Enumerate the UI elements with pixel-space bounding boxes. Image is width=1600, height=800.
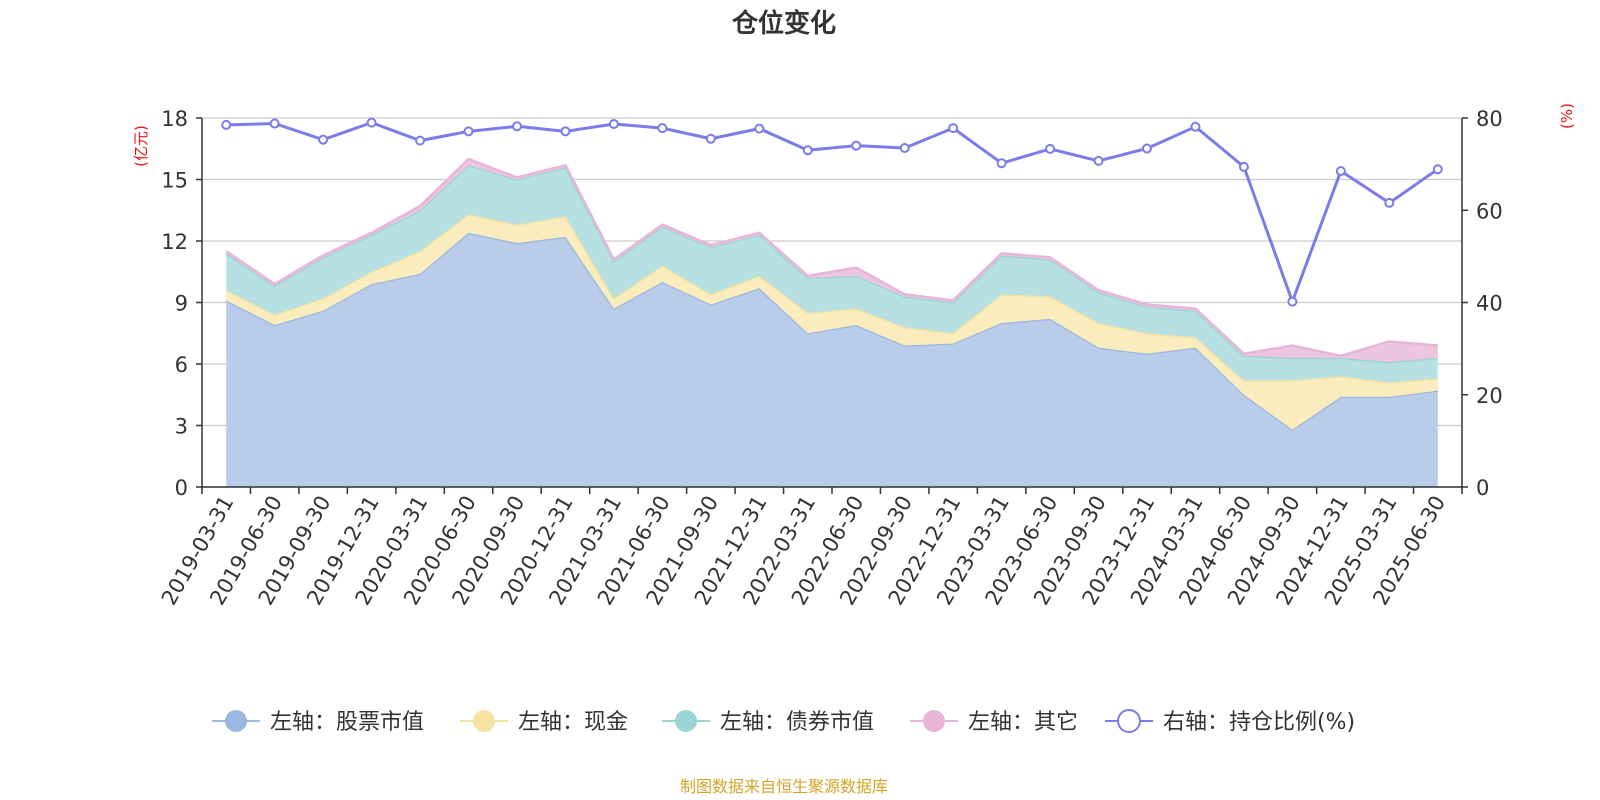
left-tick-label-2: 6 [175, 353, 188, 377]
legend-marker-3 [923, 710, 945, 732]
source-note: 制图数据来自恒生聚源数据库 [680, 777, 888, 796]
left-axis-unit: (亿元) [132, 125, 150, 167]
left-tick-label-6: 18 [161, 107, 188, 131]
ratio-point-4 [415, 135, 426, 146]
right-axis-ticks: 0 20 40 60 80 [1462, 107, 1503, 500]
right-axis-unit: (%) [1558, 103, 1576, 129]
ratio-point-2 [318, 134, 329, 145]
left-tick-label-0: 0 [175, 476, 188, 500]
chart-title: 仓位变化 [731, 8, 836, 39]
left-tick-label-4: 12 [161, 230, 188, 254]
ratio-point-3 [366, 117, 377, 128]
legend-label-0: 左轴：股票市值 [270, 710, 424, 735]
ratio-point-7 [560, 126, 571, 137]
legend: 左轴：股票市值 左轴：现金 左轴：债券市值 左轴：其它 右轴：持仓比例(%) [212, 709, 1355, 735]
ratio-point-15 [948, 123, 959, 134]
legend-marker-4 [1117, 709, 1141, 733]
ratio-point-19 [1142, 143, 1152, 154]
ratio-point-24 [1384, 197, 1395, 208]
legend-marker-0 [225, 710, 247, 732]
area-series-0 [226, 232, 1438, 487]
ratio-point-17 [1045, 143, 1056, 154]
right-tick-label-3: 60 [1476, 199, 1503, 223]
legend-label-4: 右轴：持仓比例(%) [1163, 710, 1355, 735]
ratio-point-12 [802, 145, 813, 156]
ratio-series-line [226, 121, 1439, 304]
legend-label-3: 左轴：其它 [968, 710, 1078, 735]
area-series-2 [226, 165, 1438, 383]
right-tick-label-2: 40 [1476, 292, 1503, 316]
ratio-point-25 [1432, 164, 1443, 175]
ratio-point-0 [221, 119, 232, 130]
area-series-1 [226, 214, 1438, 430]
ratio-point-8 [608, 118, 619, 129]
ratio-point-11 [754, 123, 765, 134]
x-axis-ticks: 2019-03-312019-06-302019-09-302019-12-31… [157, 487, 1463, 609]
holding-ratio-line [221, 117, 1443, 307]
left-tick-label-1: 3 [175, 415, 188, 439]
left-tick-label-5: 15 [161, 169, 188, 193]
ratio-point-13 [851, 140, 862, 151]
ratio-point-16 [996, 158, 1007, 169]
legend-marker-2 [675, 710, 697, 732]
legend-label-1: 左轴：现金 [518, 710, 628, 735]
ratio-point-1 [269, 118, 280, 129]
ratio-point-21 [1238, 161, 1249, 172]
ratio-point-9 [657, 123, 668, 134]
ratio-point-5 [463, 126, 474, 137]
stacked-areas [225, 157, 1438, 487]
ratio-point-14 [899, 142, 910, 153]
left-axis-ticks: 0 3 6 9 12 15 18 [161, 107, 202, 500]
ratio-point-10 [705, 133, 716, 144]
area-top-line-3 [225, 157, 1438, 358]
left-tick-label-3: 9 [175, 292, 188, 316]
right-tick-label-1: 20 [1476, 384, 1503, 408]
legend-marker-1 [473, 710, 495, 732]
ratio-point-20 [1190, 121, 1201, 132]
right-tick-label-4: 80 [1476, 107, 1503, 131]
ratio-point-22 [1287, 296, 1298, 307]
ratio-point-18 [1093, 155, 1104, 166]
right-tick-label-0: 0 [1476, 476, 1489, 500]
ratio-point-6 [512, 121, 522, 132]
ratio-point-23 [1335, 166, 1346, 177]
legend-label-2: 左轴：债券市值 [720, 710, 874, 735]
